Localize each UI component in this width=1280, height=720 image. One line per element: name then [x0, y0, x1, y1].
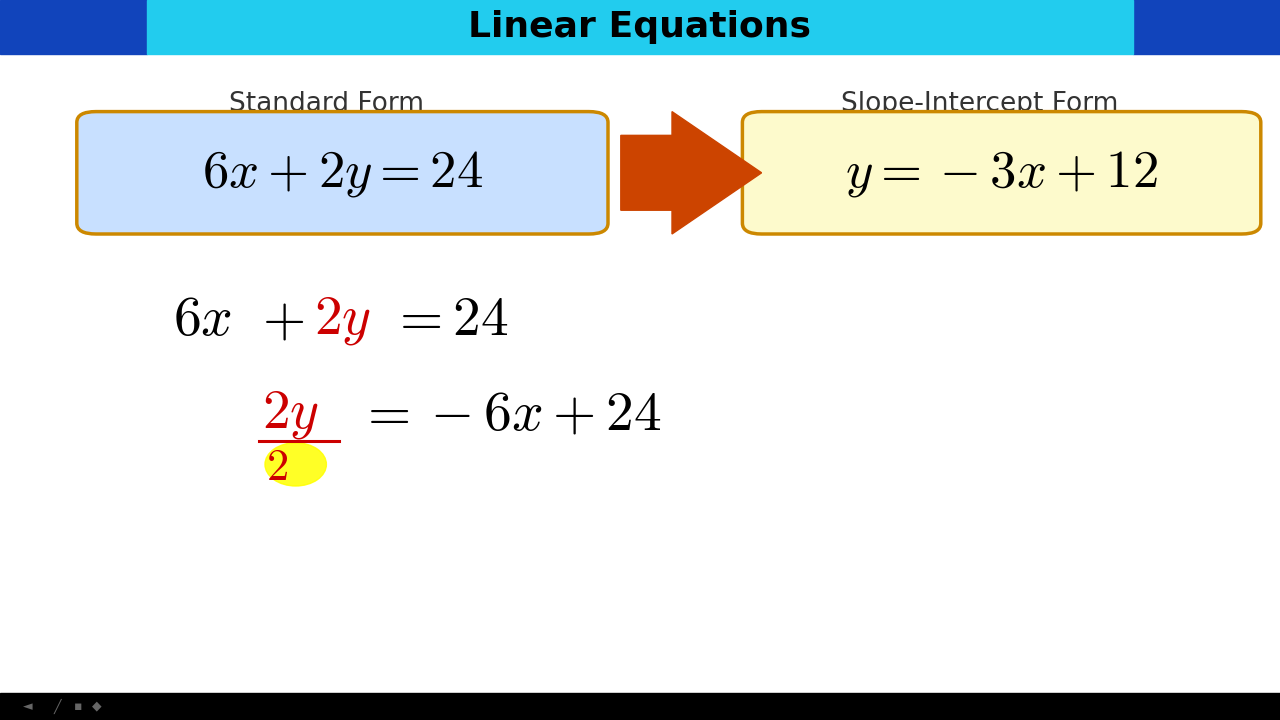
Text: $6x$: $6x$ — [173, 294, 232, 347]
Text: Linear Equations: Linear Equations — [468, 10, 812, 44]
Text: $2y$: $2y$ — [314, 294, 371, 347]
Text: $2$: $2$ — [266, 446, 288, 490]
Text: Slope-Intercept Form: Slope-Intercept Form — [841, 91, 1117, 117]
Text: $=24$: $=24$ — [390, 294, 509, 347]
Text: $2y$: $2y$ — [262, 387, 320, 441]
Text: ╱: ╱ — [54, 698, 61, 714]
Bar — [0, 0, 147, 54]
Text: Standard Form: Standard Form — [229, 91, 424, 117]
Bar — [147, 0, 1133, 54]
Bar — [1133, 0, 1280, 54]
Text: $y=-3x+12$: $y=-3x+12$ — [845, 147, 1158, 199]
Text: $+$: $+$ — [262, 294, 305, 347]
Text: $6x+2y=24$: $6x+2y=24$ — [202, 147, 483, 199]
FancyBboxPatch shape — [742, 112, 1261, 234]
Text: ▪: ▪ — [74, 700, 83, 713]
Polygon shape — [621, 112, 762, 234]
FancyBboxPatch shape — [77, 112, 608, 234]
Bar — [0, 693, 1280, 720]
Ellipse shape — [265, 443, 326, 486]
Text: ◆: ◆ — [92, 700, 102, 713]
Text: $=-6x+24$: $=-6x+24$ — [358, 387, 662, 441]
Text: ◄: ◄ — [23, 700, 33, 713]
